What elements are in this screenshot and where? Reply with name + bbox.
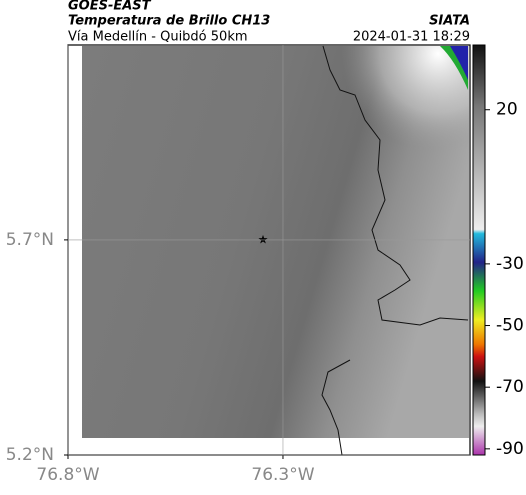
- colorbar-label: 20: [496, 100, 518, 120]
- map-area: ★: [67, 44, 471, 456]
- subtitle: Vía Medellín - Quibdó 50km: [68, 30, 248, 45]
- timestamp: 2024-01-31 18:29: [353, 30, 470, 45]
- location-star: ★: [258, 233, 269, 247]
- title: Temperatura de Brillo CH13: [68, 14, 270, 29]
- colorbar-label: -90: [496, 439, 524, 459]
- colorbar-label: -50: [496, 316, 524, 336]
- x-tick-label: 76.8°W: [36, 465, 99, 485]
- cold-cloud-core: [450, 46, 468, 80]
- colorbar-label: -30: [496, 254, 524, 274]
- border-line: [321, 359, 351, 456]
- source: GOES-EAST: [68, 0, 152, 14]
- brand: SIATA: [429, 14, 470, 29]
- colorbar: [472, 44, 486, 456]
- colorbar-label: -70: [496, 377, 524, 397]
- x-tick-label: 76.3°W: [251, 465, 314, 485]
- cloud-glow: [82, 46, 469, 438]
- y-tick-label: 5.7°N: [6, 230, 54, 250]
- y-tick-label: 5.2°N: [6, 445, 54, 465]
